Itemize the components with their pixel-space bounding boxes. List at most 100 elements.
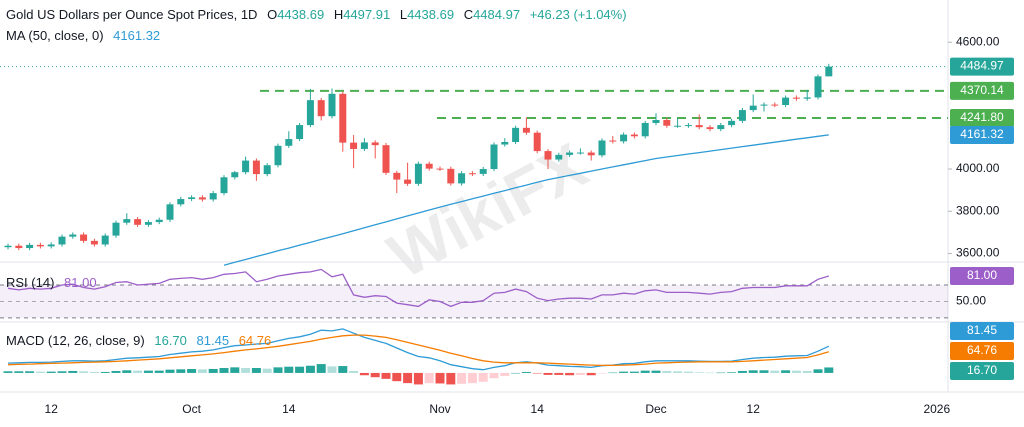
candle-body xyxy=(198,197,206,200)
candle-body xyxy=(630,134,638,137)
candle-body xyxy=(371,142,379,146)
hist-label: 16.70 xyxy=(967,363,997,377)
macd-histogram-bar xyxy=(543,372,553,375)
candle-body xyxy=(425,163,433,169)
candle-body xyxy=(123,219,131,223)
macd-histogram-bar xyxy=(295,366,305,373)
candle-body xyxy=(188,197,196,200)
macd-histogram-bar xyxy=(770,370,780,373)
candle-body xyxy=(231,172,239,178)
macd-histogram-bar xyxy=(435,372,445,384)
candle-body xyxy=(252,160,260,175)
candle-body xyxy=(90,240,98,245)
macd-histogram-bar xyxy=(705,372,715,374)
candle-body xyxy=(350,142,358,149)
rsi-label: 81.00 xyxy=(967,268,997,282)
candle-body xyxy=(112,222,120,236)
candle-body xyxy=(15,245,23,249)
candle-body xyxy=(663,120,671,126)
x-tick-label: 2026 xyxy=(923,402,950,416)
candle-body xyxy=(749,105,757,111)
candle-body xyxy=(26,244,34,249)
candle-body xyxy=(274,145,282,166)
candle-body xyxy=(771,104,779,106)
macd-histogram-bar xyxy=(511,372,521,374)
last-price-label: 4484.97 xyxy=(960,59,1004,73)
candle-body xyxy=(566,152,574,155)
macd-histogram-bar xyxy=(403,372,413,384)
candle-body xyxy=(512,127,520,142)
macd-histogram-bar xyxy=(500,372,510,376)
candle-body xyxy=(263,165,271,175)
macd-histogram-bar xyxy=(467,372,477,384)
macd-histogram-bar xyxy=(327,366,337,373)
macd-histogram-bar xyxy=(619,371,629,373)
candle-body xyxy=(414,163,422,184)
ma-legend: MA (50, close, 0) 4161.32 xyxy=(6,28,160,43)
x-tick-label: 14 xyxy=(531,402,545,416)
macd-label-box xyxy=(950,322,1014,340)
macd-histogram-bar xyxy=(176,369,186,373)
y-tick-label: 4600.00 xyxy=(956,34,1000,48)
rsi-legend: RSI (14) 81.00 xyxy=(6,275,97,290)
candle-body xyxy=(382,145,390,173)
candle-body xyxy=(587,152,595,156)
macd-histogram-bar xyxy=(165,369,175,373)
macd-histogram-bar xyxy=(35,371,45,373)
hist-value: 16.70 xyxy=(154,333,187,348)
symbol-title: Gold US Dollars per Ounce Spot Prices, 1… xyxy=(6,7,257,22)
macd-histogram-bar xyxy=(79,371,89,373)
candle-body xyxy=(404,179,412,184)
candle-body xyxy=(717,125,725,130)
macd-histogram-bar xyxy=(824,367,834,373)
macd-histogram-bar xyxy=(597,372,607,374)
candle-body xyxy=(674,125,682,127)
x-tick-label: Oct xyxy=(182,402,201,416)
macd-histogram-bar xyxy=(813,369,823,373)
macd-histogram-bar xyxy=(273,367,283,373)
level-label: 4370.14 xyxy=(960,83,1004,97)
macd-histogram-bar xyxy=(781,370,791,373)
macd-histogram-bar xyxy=(338,366,348,373)
rsi-name: RSI (14) xyxy=(6,275,54,290)
candle-body xyxy=(706,127,714,130)
high-key: H xyxy=(334,7,343,22)
candle-body xyxy=(134,219,142,225)
macd-legend: MACD (12, 26, close, 9) 16.70 81.45 64.7… xyxy=(6,333,271,348)
macd-line xyxy=(7,328,830,371)
candle-body xyxy=(296,125,304,140)
rsi-value: 81.00 xyxy=(64,275,97,290)
macd-histogram-bar xyxy=(57,371,67,373)
candle-body xyxy=(814,76,822,98)
macd-histogram-bar xyxy=(392,372,402,382)
candle-body xyxy=(479,169,487,174)
x-tick-label: Dec xyxy=(645,402,666,416)
ma-value: 4161.32 xyxy=(113,28,160,43)
level-label-box xyxy=(950,108,1014,127)
rsi-line xyxy=(7,268,829,308)
candle-body xyxy=(728,120,736,126)
candle-body xyxy=(101,235,109,245)
macd-histogram-bar xyxy=(748,370,758,373)
candle-body xyxy=(47,244,55,247)
y-tick-label: 3800.00 xyxy=(956,203,1000,217)
close-value: 4484.97 xyxy=(473,7,520,22)
macd-histogram-bar xyxy=(25,371,35,373)
macd-histogram-bar xyxy=(489,372,499,379)
macd-histogram-bar xyxy=(640,370,650,373)
macd-histogram-bar xyxy=(694,372,704,373)
macd-histogram-bar xyxy=(154,370,164,373)
macd-histogram-bar xyxy=(381,372,391,379)
macd-histogram-bar xyxy=(197,369,207,373)
macd-histogram-bar xyxy=(46,371,56,373)
macd-histogram-bar xyxy=(370,372,380,378)
candle-body xyxy=(209,193,217,200)
macd-histogram-bar xyxy=(68,370,78,373)
candle-body xyxy=(436,168,444,170)
signal-line xyxy=(7,334,829,367)
macd-histogram-bar xyxy=(208,368,218,373)
candle-body xyxy=(792,97,800,99)
candle-body xyxy=(447,168,455,184)
